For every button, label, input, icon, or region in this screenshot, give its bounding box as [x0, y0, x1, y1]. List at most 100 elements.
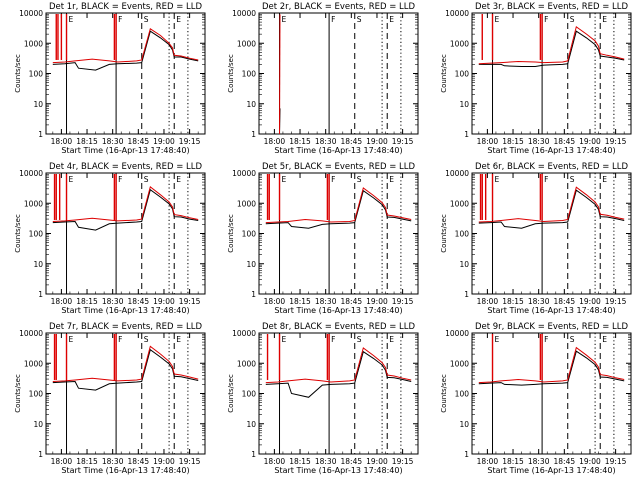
x-tick-label: 18:45: [554, 137, 576, 146]
y-tick-label: 10: [246, 420, 256, 429]
events-series-line: [52, 348, 199, 391]
event-marker-label: E: [176, 175, 181, 184]
plot-frame: [45, 172, 206, 295]
y-axis-label: Counts/sec: [14, 214, 22, 253]
lld-series-line: [478, 186, 625, 223]
event-marker-label: F: [118, 175, 122, 184]
event-marker-label: E: [282, 175, 287, 184]
lld-series-line: [265, 347, 412, 384]
y-tick-label: 1000: [24, 39, 43, 48]
panel-title: Det 9r, BLACK = Events, RED = LLD: [475, 322, 629, 332]
y-tick-label: 1000: [450, 359, 469, 368]
x-axis-label: Start Time (16-Apr-13 17:48:40): [487, 466, 615, 475]
y-axis-label: Counts/sec: [14, 54, 22, 93]
y-tick-label: 100: [29, 230, 44, 239]
x-axis-label: Start Time (16-Apr-13 17:48:40): [61, 466, 189, 475]
event-marker-label: S: [357, 15, 362, 24]
y-tick-label: 1: [38, 290, 43, 299]
x-tick-label: 19:00: [366, 297, 388, 306]
plot-area: [279, 13, 402, 134]
y-tick-label: 1: [251, 450, 256, 459]
y-axis-label: Counts/sec: [440, 214, 448, 253]
y-tick-label: 1: [464, 130, 469, 139]
plot-frame: [471, 172, 632, 295]
x-tick-label: 18:15: [289, 457, 311, 466]
event-marker-label: S: [570, 335, 575, 344]
y-axis-label: Counts/sec: [440, 54, 448, 93]
event-marker-label: E: [495, 175, 500, 184]
event-marker-label: E: [602, 175, 607, 184]
y-axis-label: Counts/sec: [440, 374, 448, 413]
x-tick-label: 18:00: [51, 297, 73, 306]
event-marker-label: S: [357, 335, 362, 344]
plot-frame: [471, 332, 632, 455]
x-tick-label: 19:00: [366, 137, 388, 146]
x-axis-label: Start Time (16-Apr-13 17:48:40): [487, 146, 615, 155]
x-tick-label: 19:00: [366, 457, 388, 466]
events-series-line: [52, 188, 199, 231]
panel-title: Det 8r, BLACK = Events, RED = LLD: [262, 322, 416, 332]
x-tick-label: 18:30: [102, 137, 124, 146]
y-tick-label: 1000: [24, 359, 43, 368]
y-tick-label: 10: [459, 420, 469, 429]
event-marker-label: E: [176, 335, 181, 344]
y-tick-label: 10000: [445, 169, 469, 178]
y-tick-label: 1: [251, 130, 256, 139]
lld-series-line: [478, 25, 625, 65]
plot-area: [52, 13, 199, 134]
y-tick-label: 10000: [19, 329, 43, 338]
x-tick-label: 18:45: [554, 297, 576, 306]
x-tick-label: 19:15: [179, 297, 201, 306]
event-marker-label: S: [570, 15, 575, 24]
event-marker-label: E: [282, 15, 287, 24]
x-tick-label: 18:15: [502, 137, 524, 146]
plot-frame: [45, 332, 206, 455]
x-axis-label: Start Time (16-Apr-13 17:48:40): [274, 306, 402, 315]
x-axis-label: Start Time (16-Apr-13 17:48:40): [274, 146, 402, 155]
x-axis-label: Start Time (16-Apr-13 17:48:40): [61, 306, 189, 315]
lld-series-line: [279, 14, 281, 134]
x-tick-label: 18:30: [528, 297, 550, 306]
panel-2: Det 2r, BLACK = Events, RED = LLD 1 10 100 1…: [227, 2, 419, 155]
x-tick-label: 18:45: [128, 297, 150, 306]
y-tick-label: 10: [459, 260, 469, 269]
event-marker-label: F: [331, 175, 335, 184]
plot-frame: [471, 12, 632, 135]
plot-area: [478, 13, 625, 134]
panel-6: Det 6r, BLACK = Events, RED = LLD 1 10 100 1…: [440, 162, 632, 315]
y-tick-label: 1000: [450, 39, 469, 48]
x-tick-label: 19:00: [579, 297, 601, 306]
panel-8: Det 8r, BLACK = Events, RED = LLD 1 10 100 1…: [227, 322, 419, 475]
y-tick-label: 10000: [232, 9, 256, 18]
panel-title: Det 5r, BLACK = Events, RED = LLD: [262, 162, 416, 172]
y-tick-label: 1000: [237, 199, 256, 208]
panel-title: Det 4r, BLACK = Events, RED = LLD: [49, 162, 203, 172]
panel-4: Det 4r, BLACK = Events, RED = LLD 1 10 100 1…: [14, 162, 206, 315]
x-tick-label: 18:15: [76, 457, 98, 466]
y-tick-label: 1: [38, 130, 43, 139]
event-marker-label: F: [544, 335, 548, 344]
y-tick-label: 10000: [19, 9, 43, 18]
plot-frame: [258, 172, 419, 295]
x-axis-label: Start Time (16-Apr-13 17:48:40): [61, 146, 189, 155]
x-tick-label: 19:00: [153, 457, 175, 466]
event-marker-label: E: [282, 335, 287, 344]
x-tick-label: 19:15: [392, 297, 414, 306]
lld-series-line: [265, 187, 412, 224]
x-tick-label: 18:45: [128, 137, 150, 146]
x-tick-label: 18:00: [51, 457, 73, 466]
y-tick-label: 1: [38, 450, 43, 459]
x-tick-label: 18:30: [528, 457, 550, 466]
x-tick-label: 19:00: [579, 137, 601, 146]
events-series-line: [265, 189, 412, 229]
y-tick-label: 100: [242, 390, 257, 399]
panel-title: Det 2r, BLACK = Events, RED = LLD: [262, 2, 416, 12]
x-tick-label: 18:00: [51, 137, 73, 146]
event-marker-label: F: [331, 15, 335, 24]
y-tick-label: 100: [455, 70, 470, 79]
panel-title: Det 7r, BLACK = Events, RED = LLD: [49, 322, 203, 332]
x-tick-label: 18:30: [315, 137, 337, 146]
y-tick-label: 10000: [232, 329, 256, 338]
lld-series-line: [52, 185, 199, 222]
event-marker-label: E: [389, 15, 394, 24]
